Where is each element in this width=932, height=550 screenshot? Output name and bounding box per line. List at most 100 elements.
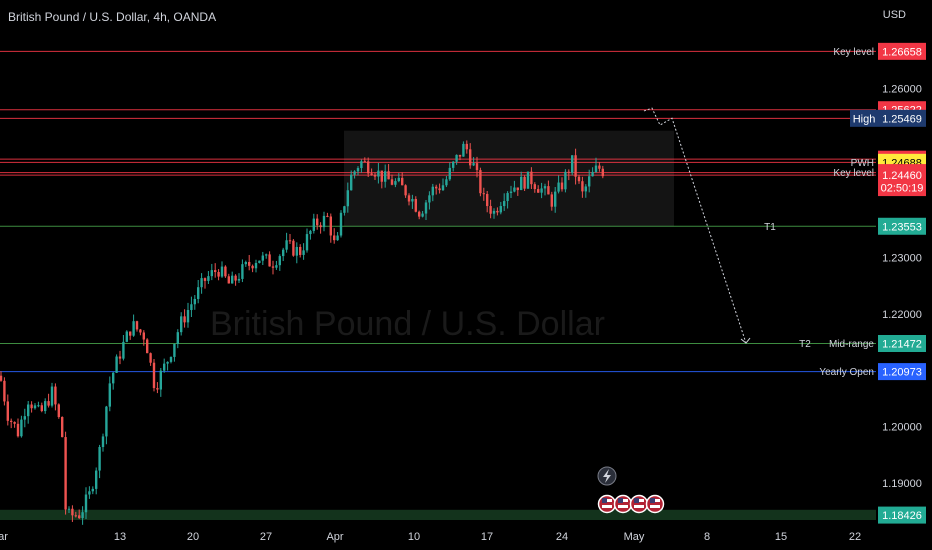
candle-body: [50, 386, 54, 406]
candle: [84, 487, 88, 520]
candle-body: [486, 194, 489, 207]
candle-body: [193, 298, 196, 305]
candle: [214, 263, 217, 278]
candle: [581, 176, 584, 198]
time-tick: 8: [704, 531, 710, 543]
candle-body: [112, 372, 115, 384]
candle: [353, 170, 356, 179]
candle-body: [261, 255, 264, 261]
candle-body: [591, 171, 594, 177]
candle-body: [465, 143, 468, 150]
time-tick: 17: [481, 531, 493, 543]
candle: [475, 156, 479, 178]
us-flag-canton: [602, 498, 607, 503]
watermark-text: British Pound / U.S. Dollar: [210, 305, 605, 343]
candle: [16, 418, 20, 438]
candle-body: [227, 276, 230, 284]
candle-body: [397, 177, 400, 182]
candle-body: [509, 191, 513, 194]
level-label-4: PWH: [851, 158, 874, 169]
candle-body: [489, 206, 492, 214]
candle: [377, 163, 380, 184]
candle: [571, 155, 574, 176]
candle: [149, 352, 152, 366]
candle-body: [149, 353, 152, 363]
price-badge-2: [878, 109, 926, 127]
candle-body: [95, 470, 98, 489]
candle: [577, 175, 581, 184]
candle-body: [479, 170, 482, 194]
candle-body: [584, 186, 587, 192]
candle-body: [370, 173, 373, 175]
candle: [333, 228, 336, 244]
candle-body: [360, 161, 363, 169]
candle-body: [455, 154, 458, 162]
price-tick: 1.23000: [882, 252, 922, 264]
candle: [67, 506, 71, 513]
candle-body: [441, 185, 445, 191]
candle: [370, 168, 373, 176]
candle-body: [37, 405, 40, 407]
candle-body: [428, 195, 431, 203]
candle: [224, 265, 227, 278]
candle-body: [326, 215, 329, 217]
candle-body: [224, 266, 227, 277]
level-label-8: Mid-range: [829, 339, 874, 350]
candle: [193, 295, 196, 310]
candle: [54, 383, 57, 411]
candle-body: [237, 278, 241, 281]
candle: [74, 511, 77, 518]
candle: [458, 154, 462, 161]
candle: [152, 358, 156, 392]
us-flag-stripe: [618, 505, 628, 508]
candle-body: [390, 179, 394, 185]
time-tick: 10: [408, 531, 420, 543]
candle-body: [139, 329, 142, 333]
candle-body: [210, 270, 213, 277]
candle: [20, 415, 23, 438]
candle: [482, 187, 485, 201]
candle-body: [146, 339, 149, 354]
candle-body: [33, 405, 37, 409]
candle: [163, 358, 166, 373]
candle: [37, 401, 40, 408]
candle-body: [180, 316, 183, 333]
candle: [401, 172, 404, 186]
candle: [564, 169, 567, 193]
candle: [135, 320, 139, 332]
candle-body: [516, 187, 519, 191]
candle: [424, 199, 428, 221]
candle-body: [142, 332, 145, 340]
candle-body: [129, 331, 132, 336]
candle: [584, 184, 587, 198]
candle-body: [10, 420, 13, 422]
candle-body: [214, 270, 217, 272]
candle: [203, 277, 207, 289]
candle: [118, 350, 122, 365]
candle-body: [295, 246, 298, 256]
candle: [200, 273, 203, 294]
candle: [3, 377, 6, 406]
price-badge-text-7: 1.23553: [882, 221, 922, 233]
candle-body: [217, 271, 220, 277]
candle-body: [319, 225, 322, 228]
price-badge-text-6: 1.24460: [882, 170, 922, 182]
us-flag-stripe: [602, 505, 612, 508]
candle-body: [424, 202, 428, 214]
candle-body: [135, 321, 139, 330]
candle: [234, 274, 237, 286]
candle-body: [292, 240, 295, 256]
candle-body: [108, 383, 111, 407]
us-flag-canton: [650, 498, 655, 503]
candle: [455, 154, 458, 165]
candle: [254, 259, 258, 273]
candle-body: [533, 184, 536, 190]
candle-body: [373, 174, 377, 177]
price-badge-6: [878, 166, 926, 184]
candle: [166, 361, 169, 371]
candle-body: [78, 515, 81, 519]
candle-body: [309, 230, 312, 235]
candle-body: [598, 165, 601, 169]
currency-label: USD: [882, 9, 906, 21]
